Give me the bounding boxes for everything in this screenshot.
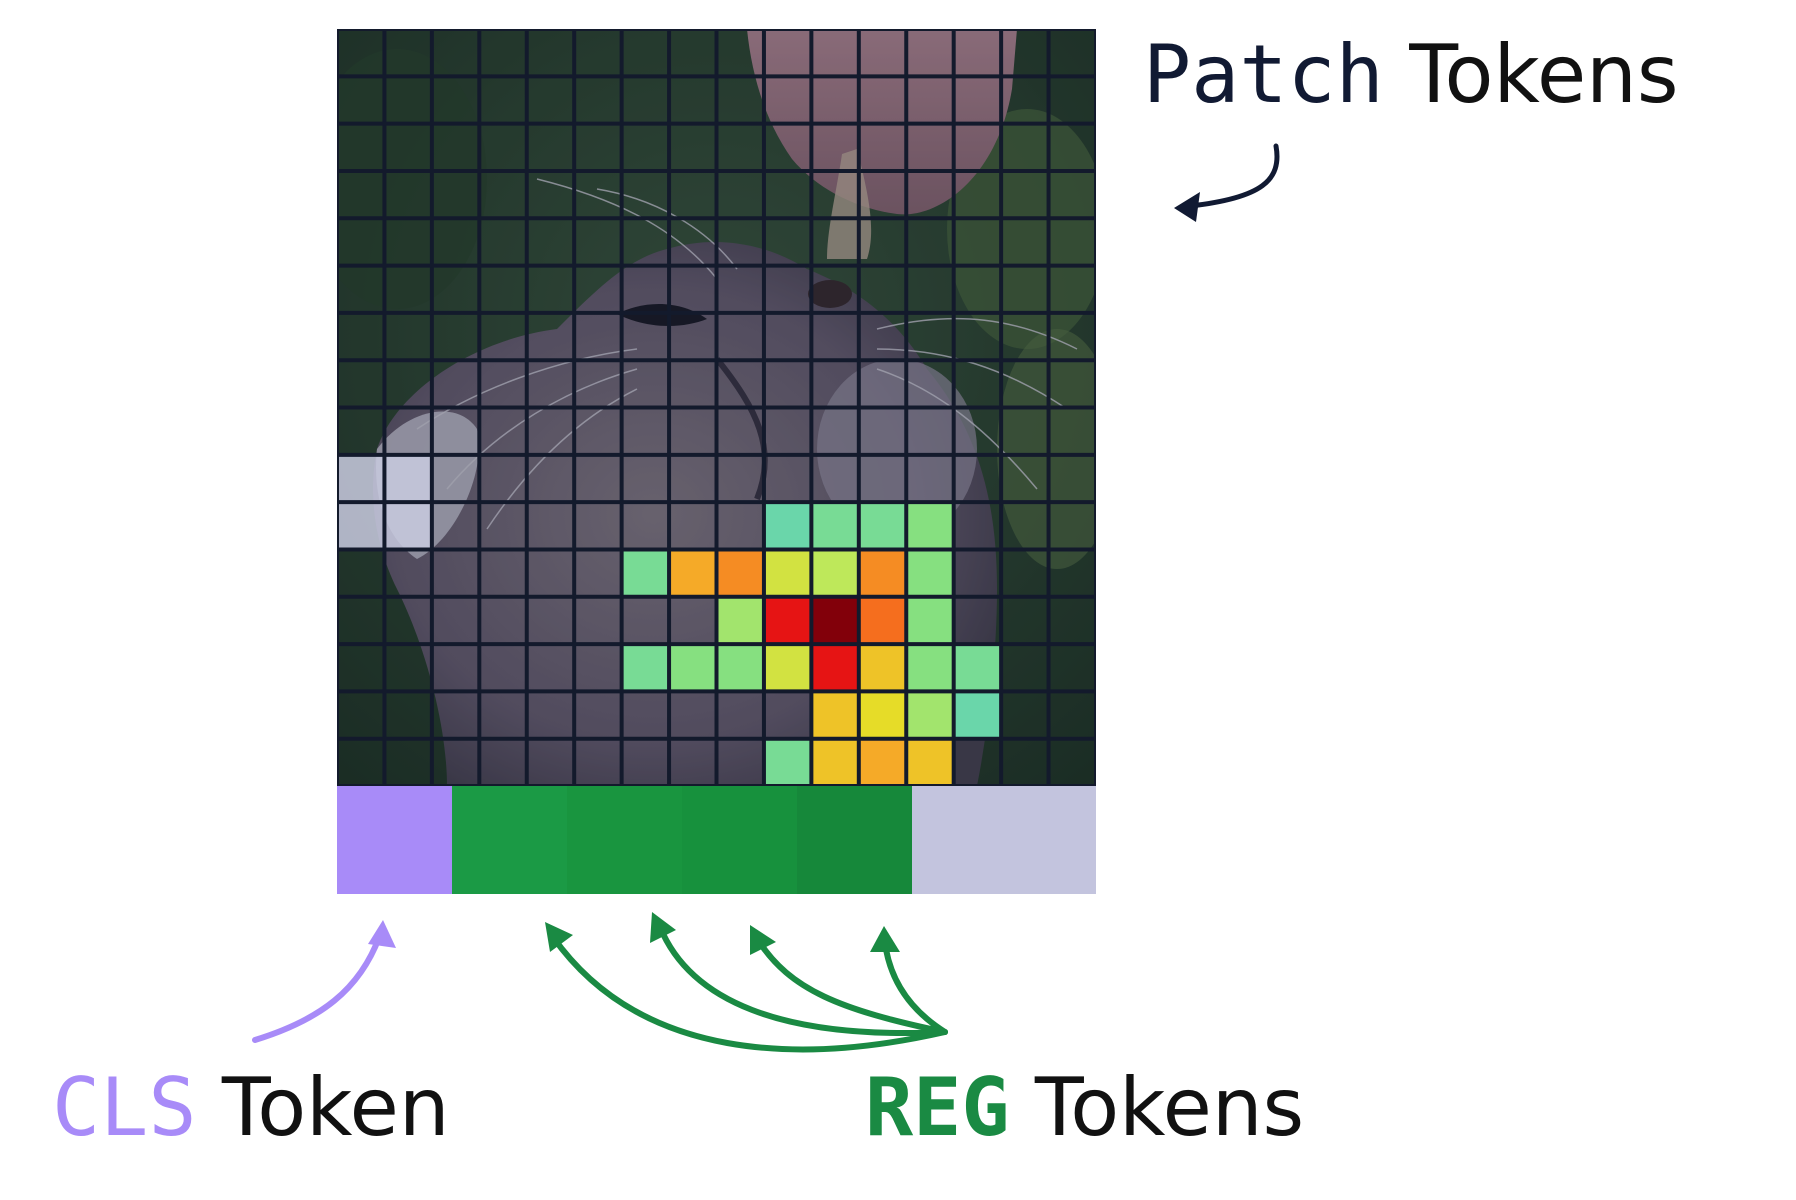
patch-tokens-label: Patch Tokens: [1143, 35, 1679, 115]
heatmap-cell: [763, 549, 812, 597]
heatmap-cell: [953, 691, 1002, 739]
heatmap-cell: [811, 596, 859, 645]
heatmap-cell: [906, 738, 954, 786]
heatmap-cell: [906, 596, 954, 645]
cls-token-label: CLS Token: [52, 1068, 450, 1148]
heatmap-cell: [811, 549, 859, 597]
reg-token-arrowhead-2: [650, 912, 676, 943]
reg-tokens-label: REG Tokens: [865, 1068, 1304, 1148]
heatmap-cell: [858, 596, 907, 645]
cls-token: [337, 786, 452, 894]
reg-token: [452, 786, 567, 894]
reg-token-arrowhead-1: [545, 922, 573, 952]
heatmap-cell: [858, 738, 907, 786]
heatmap-cell: [763, 738, 812, 786]
bright-patch: [384, 454, 432, 503]
heatmap-cell: [716, 549, 764, 597]
heatmap-cell: [763, 596, 812, 645]
reg-token-arrowhead-4: [870, 926, 900, 952]
cls-highlight-text: CLS: [52, 1061, 197, 1154]
unused-token: [912, 786, 1096, 894]
bright-patch: [337, 502, 385, 550]
heatmap-cell: [621, 549, 670, 597]
heatmap-cell: [811, 738, 859, 786]
heatmap-cell: [763, 502, 812, 550]
reg-rest-text: Tokens: [1009, 1061, 1305, 1154]
cls-rest-text: Token: [196, 1061, 450, 1154]
heatmap-cell: [763, 644, 812, 692]
heatmap-cell: [811, 644, 859, 692]
reg-token-arrow-2: [657, 924, 948, 1036]
patch-rest-text: Tokens: [1383, 28, 1679, 121]
reg-token-arrow-3: [755, 937, 948, 1035]
heatmap-cell: [906, 691, 954, 739]
heatmap-cell: [906, 644, 954, 692]
reg-token-arrow-4: [882, 940, 948, 1035]
reg-token-arrowhead-3: [750, 925, 776, 955]
reg-token: [682, 786, 797, 894]
heatmap-cell: [858, 644, 907, 692]
patch-tokens-arrowhead: [1174, 192, 1200, 222]
reg-token-arrow-1: [550, 934, 948, 1053]
heatmap-cell: [858, 502, 907, 550]
heatmap-cell: [906, 502, 954, 550]
patch-tokens-arrow: [1187, 143, 1280, 209]
heatmap-cell: [811, 502, 859, 550]
heatmap-cell: [716, 644, 764, 692]
heatmap-cell: [906, 549, 954, 597]
heatmap-cell: [716, 596, 764, 645]
heatmap-cell: [669, 644, 717, 692]
heatmap-cell: [669, 549, 717, 597]
heatmap-cell: [811, 691, 859, 739]
heatmap-cell: [858, 549, 907, 597]
heatmap-cell: [621, 644, 670, 692]
reg-token: [797, 786, 912, 894]
patch-highlight-text: Patch: [1143, 28, 1384, 121]
heatmap-cell: [953, 644, 1002, 692]
token-sequence-bar: [337, 786, 1096, 894]
heatmap-cell: [858, 691, 907, 739]
bright-patch: [337, 454, 385, 503]
bright-patch: [384, 502, 432, 550]
cls-token-arrow: [252, 932, 383, 1043]
reg-token: [567, 786, 682, 894]
patch-grid-image: [337, 29, 1096, 786]
cls-token-arrowhead: [368, 920, 396, 948]
reg-highlight-text: REG: [865, 1061, 1010, 1154]
